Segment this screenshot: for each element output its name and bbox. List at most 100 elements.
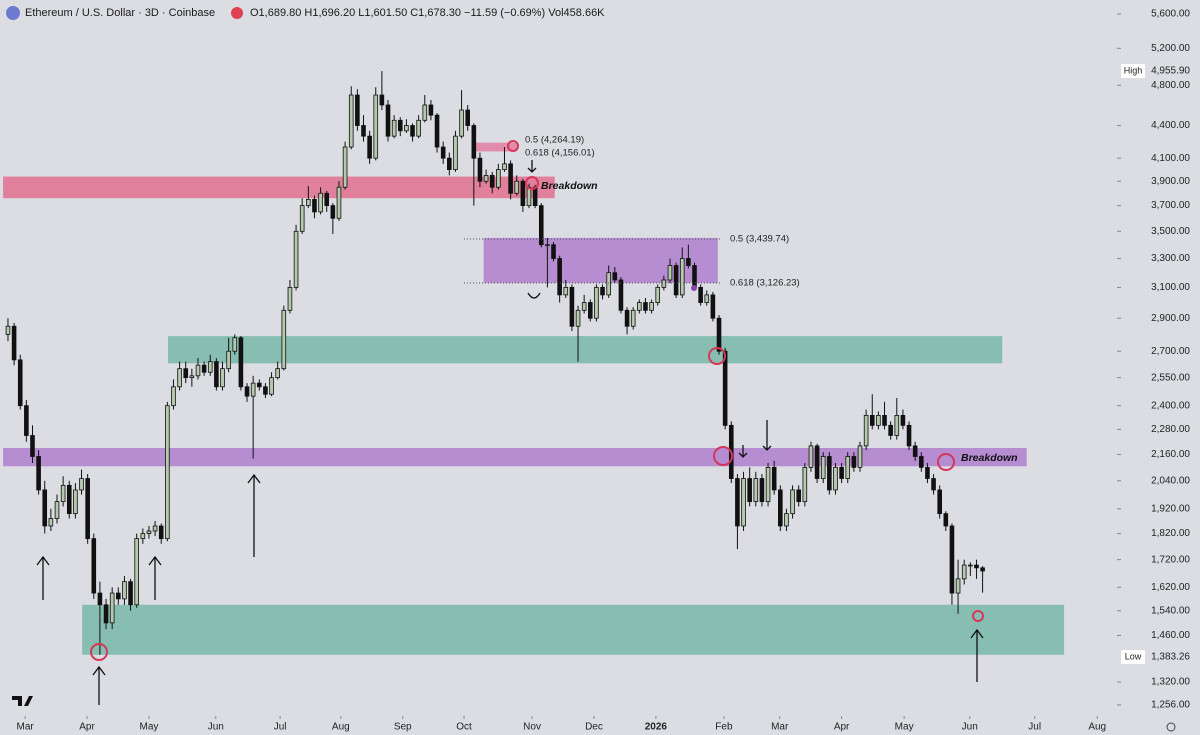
candle-body [17, 359, 23, 407]
candle-body [404, 125, 409, 132]
candle-body [820, 456, 826, 479]
candle-body [918, 456, 924, 468]
candle-body [974, 564, 979, 569]
candle-body [465, 109, 470, 126]
candle-body [888, 424, 893, 436]
y-tick-label: 1,620.00 [1151, 582, 1190, 593]
candle-body [66, 484, 72, 515]
x-tick-label: 2026 [645, 722, 668, 733]
candle-body [312, 199, 317, 213]
candle-body [250, 382, 256, 397]
y-tick-label: 2,900.00 [1151, 313, 1190, 324]
x-tick-label: May [895, 722, 914, 733]
x-tick-label: Oct [456, 722, 472, 733]
candle-body [54, 501, 60, 519]
candle-body [269, 377, 274, 395]
candle-body [851, 456, 857, 468]
candle-body [508, 163, 513, 194]
candle-body [630, 309, 636, 327]
coin-icon [6, 6, 20, 20]
tv-logo [12, 696, 33, 706]
candle-body [538, 205, 544, 246]
y-tick-label: 3,700.00 [1151, 200, 1190, 211]
marker-circle [507, 140, 519, 152]
candle-body [937, 489, 942, 515]
candle-body [765, 466, 771, 503]
y-tick-label: 2,160.00 [1151, 449, 1190, 460]
candle-body [171, 386, 176, 407]
candle-body [373, 94, 379, 159]
arrow [148, 555, 162, 600]
y-tick-label: 3,500.00 [1151, 226, 1190, 237]
candle-body [146, 530, 152, 534]
arrow [527, 160, 537, 173]
candle-body [36, 456, 41, 491]
candle-body [97, 592, 103, 606]
candle-body [912, 445, 918, 457]
candle-body [447, 157, 452, 170]
x-tick-label: Jun [962, 722, 978, 733]
candle-body [814, 445, 820, 479]
x-tick-label: Jul [1028, 722, 1041, 733]
candle-body [391, 119, 397, 137]
high-label: High [1124, 65, 1143, 75]
candle-body [790, 489, 795, 515]
arrow [762, 420, 772, 451]
settings-icon[interactable] [1166, 722, 1176, 732]
candle-body [79, 478, 84, 491]
candle-body [85, 478, 90, 540]
y-tick-label: 3,900.00 [1151, 176, 1190, 187]
candle-body [397, 119, 403, 132]
candles [5, 71, 985, 655]
y-tick-label: 2,400.00 [1151, 400, 1190, 411]
marker-circle [972, 610, 984, 622]
arrow [92, 665, 106, 705]
x-tick-label: Apr [834, 722, 850, 733]
candle-body [238, 337, 244, 388]
y-tick-label: 3,300.00 [1151, 253, 1190, 264]
candle-body [489, 174, 495, 188]
candle-body [949, 525, 955, 594]
candle-body [980, 567, 985, 572]
y-tick-label: 1,820.00 [1151, 528, 1190, 539]
candle-body [201, 364, 207, 373]
candle-body [116, 592, 121, 600]
candle-body [857, 445, 863, 468]
candle-body [471, 125, 477, 159]
y-tick-label: 2,550.00 [1151, 372, 1190, 383]
candle-body [624, 309, 630, 327]
x-axis: Mar Apr May Jun Jul Aug Sep Oct Nov Dec 2026 Feb Mar… [17, 716, 1106, 733]
candle-body [747, 478, 752, 503]
candle-body [416, 119, 421, 137]
candle-body [226, 350, 231, 370]
candle-body [679, 258, 685, 296]
candle-body [931, 478, 936, 491]
y-tick-label: 4,400.00 [1151, 120, 1190, 131]
candle-body [753, 478, 759, 503]
candle-body [655, 286, 661, 303]
candle-body [845, 456, 851, 479]
x-tick-label: Jul [274, 722, 287, 733]
candle-body [710, 294, 716, 319]
candle-body [784, 513, 789, 527]
candle-body [692, 265, 697, 288]
candle-body [306, 199, 311, 207]
candle-body [569, 286, 575, 327]
candle-body [906, 424, 912, 447]
marker-circle [937, 453, 955, 471]
candle-body [440, 146, 446, 159]
candle-body [293, 230, 299, 288]
candle-body [165, 405, 170, 540]
candle-body [545, 244, 550, 247]
zone [82, 604, 1065, 655]
arrow [970, 628, 984, 682]
candle-body [968, 564, 973, 567]
ohlc-readout: O1,689.80 H1,696.20 L1,601.50 C1,678.30 … [250, 7, 605, 19]
y-tick-label: 5,200.00 [1151, 43, 1190, 54]
candle-body [606, 272, 611, 296]
candle-body [955, 578, 961, 594]
candle-body [802, 466, 808, 503]
candle-body [686, 258, 691, 266]
candle-body [778, 489, 783, 527]
y-tick-label: 4,800.00 [1151, 80, 1190, 91]
